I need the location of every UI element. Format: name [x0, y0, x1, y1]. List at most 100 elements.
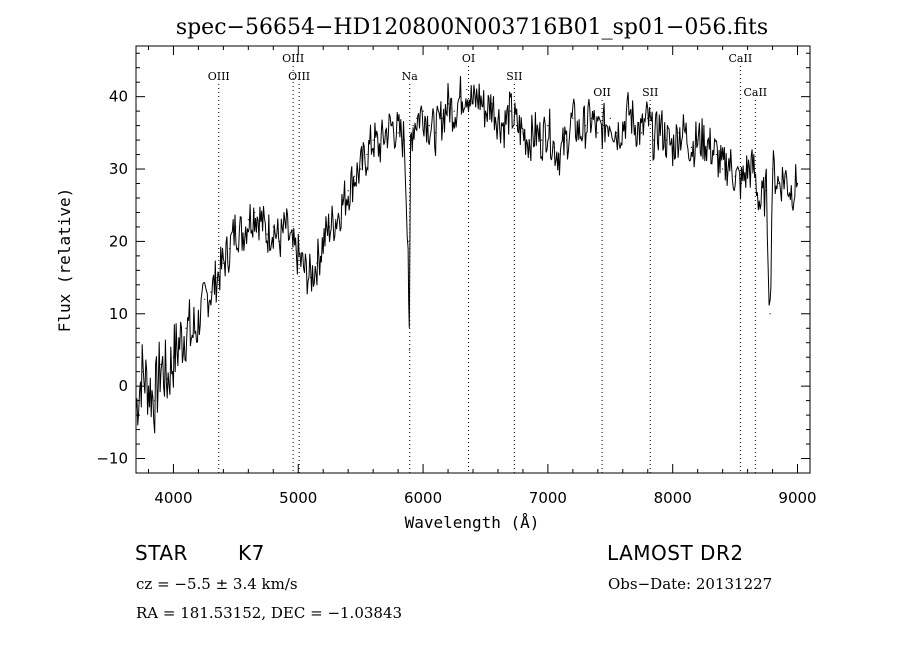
spectrum-point	[135, 407, 137, 409]
spectrum-point	[172, 356, 175, 358]
spectrum-point	[341, 204, 343, 206]
object-class: STAR	[135, 541, 188, 565]
spectrum-point	[235, 226, 237, 228]
spectrum-point	[516, 125, 518, 127]
y-tick-label: 10	[109, 305, 128, 323]
spectral-line-label: OIII	[288, 70, 310, 83]
plot-frame	[135, 45, 811, 474]
spectrum-point	[578, 132, 580, 134]
spectrum-point	[497, 117, 499, 119]
spectrum-point	[769, 313, 771, 315]
spectrum-point	[553, 146, 555, 148]
spectrum-point	[566, 139, 568, 141]
chart-title: spec−56654−HD120800N003716B01_sp01−056.f…	[176, 15, 768, 40]
spectrum-point	[547, 125, 549, 127]
spectrum-point	[391, 125, 393, 127]
spectrum-point	[247, 219, 249, 221]
spectrum-point	[216, 276, 218, 279]
spectrum-point	[372, 139, 374, 141]
spectrum-point	[347, 190, 349, 192]
spectrum-point	[397, 132, 399, 134]
y-tick-label: −10	[96, 450, 128, 468]
spectrum-point	[609, 117, 611, 119]
spectrum-point	[541, 139, 543, 141]
spectrum-point	[241, 233, 243, 235]
spectrum-point	[653, 139, 655, 141]
spectrum-point	[522, 132, 524, 134]
spectrum-point	[278, 240, 281, 243]
spectral-line-label: Na	[402, 70, 419, 83]
spectrum-point	[335, 219, 337, 221]
y-axis-label: Flux (relative)	[55, 188, 74, 333]
spectral-line-label: OIII	[208, 70, 230, 83]
spectrum-point	[166, 378, 168, 380]
spectrum-point	[472, 103, 474, 105]
spectrum-point	[728, 161, 730, 163]
spectrum-point	[715, 153, 717, 156]
spectral-line-label: OIII	[282, 52, 304, 65]
spectrum-point	[466, 88, 468, 91]
spectrum-point	[453, 110, 455, 112]
spectrum-point	[722, 168, 724, 170]
spectrum-point	[422, 110, 424, 112]
spectrum-point	[147, 385, 150, 387]
spectrum-point	[285, 226, 287, 228]
spectrum-point	[790, 190, 792, 192]
spectrum-point	[210, 291, 212, 293]
spectrum-point	[784, 175, 786, 177]
spectrum-point	[771, 168, 774, 170]
spectrum-point	[310, 276, 312, 279]
spectrum-point	[659, 125, 661, 127]
spectrum-point	[709, 146, 711, 148]
spectrum-point	[408, 349, 410, 351]
spectrum-point	[796, 182, 799, 185]
spectrum-point	[303, 269, 306, 271]
spectrum-point	[603, 125, 605, 127]
spectrum-point	[316, 262, 318, 264]
spectrum-point	[534, 132, 537, 134]
spectrum-point	[360, 168, 362, 170]
spectrum-point	[634, 125, 636, 127]
object-subclass: K7	[238, 541, 265, 565]
y-tick-label: 0	[118, 377, 128, 395]
spectrum-point	[297, 255, 299, 257]
spectral-line-label: CaII	[743, 86, 767, 99]
spectrum-point	[746, 168, 749, 170]
spectrum-point	[528, 139, 530, 141]
spectrum-point	[491, 103, 493, 105]
spectral-line-label: SII	[642, 86, 658, 99]
spectrum-point	[734, 175, 736, 177]
spectrum-point	[640, 132, 643, 134]
spectrum-point	[260, 219, 262, 221]
x-axis-label: Wavelength (Å)	[405, 513, 540, 532]
spectrum-point	[584, 125, 586, 127]
x-tick-label: 9000	[778, 489, 816, 507]
spectrum-point	[597, 132, 599, 134]
spectrum-point	[459, 96, 462, 98]
spectrum-point	[222, 262, 224, 264]
spectrum-point	[412, 125, 414, 127]
spectrum-point	[678, 132, 680, 134]
y-tick-label: 20	[109, 232, 128, 250]
spectrum-point	[647, 117, 649, 119]
spectrum-point	[322, 240, 324, 243]
spectrum-point	[559, 153, 561, 156]
spectrum-point	[197, 320, 200, 322]
spectrum-point	[154, 400, 156, 402]
spectrum-point	[572, 117, 574, 119]
spectrum-point	[509, 110, 512, 112]
spectrum-line	[135, 76, 798, 434]
spectrum-point	[690, 146, 693, 148]
spectrum-point	[191, 334, 193, 337]
spectrum-point	[328, 226, 331, 228]
spectrum-point	[759, 204, 761, 206]
coordinates: RA = 181.53152, DEC = −1.03843	[136, 604, 403, 622]
spectral-line-label: SII	[506, 70, 522, 83]
spectrum-point	[765, 190, 767, 192]
spectrum-point	[434, 132, 437, 134]
spectrum-point	[740, 182, 742, 185]
spectrum-point	[703, 139, 705, 141]
x-tick-label: 5000	[279, 489, 317, 507]
redshift-cz: cz = −5.5 ± 3.4 km/s	[136, 575, 298, 593]
